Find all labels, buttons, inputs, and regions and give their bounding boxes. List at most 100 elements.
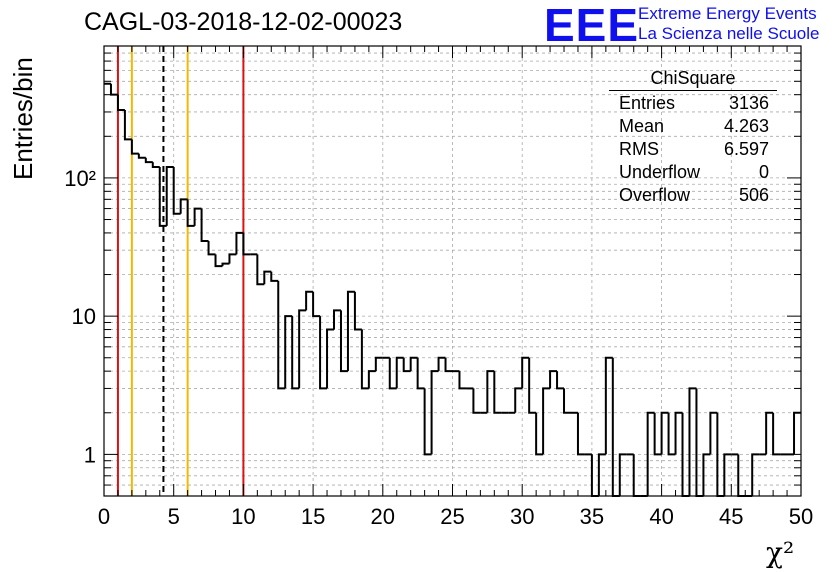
histogram-bin xyxy=(228,253,237,264)
histogram-bin xyxy=(284,315,293,389)
histogram-bin xyxy=(395,356,404,389)
histogram-bin xyxy=(242,232,251,256)
histogram-bin xyxy=(333,309,341,330)
histogram-bin xyxy=(207,240,216,256)
histogram-bin xyxy=(221,262,230,267)
histogram-bin xyxy=(765,411,774,455)
logo-subtitle-1: Extreme Energy Events xyxy=(638,4,817,23)
stats-title: ChiSquare xyxy=(609,68,777,91)
chart-title: CAGL-03-2018-12-02-00023 xyxy=(84,8,403,36)
histogram-bin xyxy=(597,453,606,496)
histogram-bin xyxy=(109,83,118,96)
histogram-bin xyxy=(179,198,188,214)
histogram-bin xyxy=(604,356,613,455)
histogram-bin xyxy=(674,411,683,455)
stats-label: Entries xyxy=(619,93,676,113)
histogram-bin xyxy=(618,453,627,496)
histogram-bin xyxy=(667,412,676,456)
histogram-bin xyxy=(409,356,418,372)
histogram-bin xyxy=(374,356,383,372)
histogram-bin xyxy=(458,371,467,390)
stats-row-rms: RMS 6.597 xyxy=(609,138,777,161)
histogram-bin xyxy=(172,166,181,215)
histogram-bin xyxy=(702,453,711,496)
histogram-bin xyxy=(437,356,446,372)
histogram-bin xyxy=(493,371,502,414)
x-tick-label: 50 xyxy=(789,504,813,529)
histogram-bin xyxy=(256,254,265,286)
stats-label: Mean xyxy=(619,116,665,136)
histogram-bin xyxy=(723,453,732,496)
histogram-bin xyxy=(158,166,167,227)
x-axis-label: χ² xyxy=(766,536,795,569)
x-tick-label: 30 xyxy=(510,504,534,529)
stats-row-overflow: Overflow 506 xyxy=(609,184,777,207)
histogram-bin xyxy=(270,271,279,282)
histogram-bin xyxy=(772,412,781,456)
logo-subtitle-2: La Scienza nelle Scuole xyxy=(638,24,820,43)
histogram-bin xyxy=(137,153,146,159)
histogram-bin xyxy=(688,387,697,496)
histogram-bin xyxy=(751,453,760,496)
histogram-bin xyxy=(430,370,439,455)
histogram-bin xyxy=(263,270,272,285)
histogram-bin xyxy=(193,207,202,226)
histogram-bin xyxy=(291,316,300,390)
histogram-bin xyxy=(151,162,160,168)
x-tick-label: 35 xyxy=(580,504,604,529)
histogram-bin xyxy=(521,356,530,389)
x-tick-label: 40 xyxy=(649,504,673,529)
stats-label: RMS xyxy=(619,139,659,159)
stats-row-entries: Entries 3136 xyxy=(609,92,777,115)
histogram-bin xyxy=(660,411,669,455)
histogram-bin xyxy=(793,411,801,455)
histogram-bin xyxy=(423,388,432,456)
histogram-bin xyxy=(576,412,585,456)
histogram-bin xyxy=(444,357,453,373)
histogram-bin xyxy=(346,290,355,372)
histogram-bin xyxy=(472,388,481,414)
histogram-bin xyxy=(611,357,620,497)
histogram-bin xyxy=(653,412,662,456)
histogram-bin xyxy=(402,357,411,373)
histogram-bin xyxy=(360,329,369,390)
histogram-bin xyxy=(235,231,244,255)
stats-label: Overflow xyxy=(619,185,691,205)
x-tick-label: 10 xyxy=(231,504,255,529)
y-tick-label: 10 xyxy=(72,304,96,329)
histogram-bin xyxy=(326,328,335,389)
x-tick-label: 25 xyxy=(440,504,464,529)
y-axis-label: Entries/bin xyxy=(8,57,38,180)
histogram-bin xyxy=(165,165,174,226)
histogram-bin xyxy=(646,411,655,496)
histogram-bin xyxy=(298,309,307,389)
histogram-bin xyxy=(416,357,425,390)
histogram-bin xyxy=(486,370,495,413)
histogram-bin xyxy=(186,199,195,227)
histogram-bin xyxy=(535,412,544,456)
histogram-bin xyxy=(130,139,139,155)
y-tick-label: 10² xyxy=(64,166,96,191)
stats-value: 3136 xyxy=(728,93,769,113)
x-tick-label: 0 xyxy=(98,504,110,529)
stats-label: Underflow xyxy=(619,162,701,182)
histogram-bin xyxy=(709,411,718,455)
stats-value: 4.263 xyxy=(723,116,769,136)
stats-box: ChiSquare Entries 3136 Mean 4.263 RMS 6.… xyxy=(609,68,777,207)
histogram-bin xyxy=(214,254,223,268)
stats-row-underflow: Underflow 0 xyxy=(609,161,777,184)
stats-value: 6.597 xyxy=(723,139,769,159)
histogram-bin xyxy=(549,370,558,389)
eee-logo: EEE xyxy=(544,0,640,51)
histogram-bin xyxy=(200,208,209,242)
x-tick-label: 5 xyxy=(168,504,180,529)
histogram-bin xyxy=(319,316,328,390)
histogram-bin xyxy=(563,388,571,414)
histogram-bin xyxy=(144,157,153,164)
stats-value: 0 xyxy=(758,162,769,182)
histogram-bin xyxy=(528,357,537,414)
histogram-bin xyxy=(116,94,125,111)
histogram-bin xyxy=(312,291,321,318)
x-tick-label: 15 xyxy=(301,504,325,529)
